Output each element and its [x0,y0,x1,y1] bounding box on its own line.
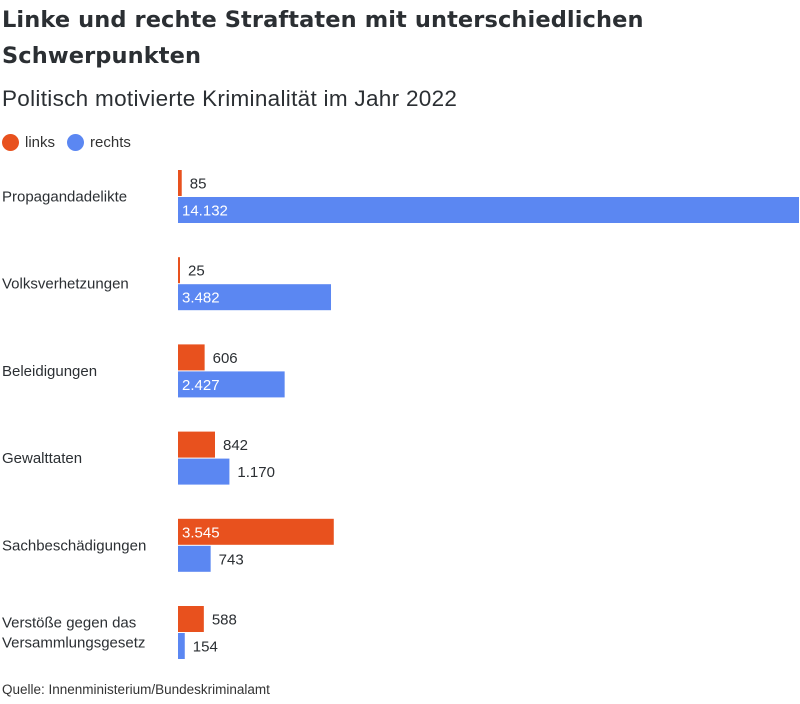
data-label-rechts: 154 [193,639,218,656]
category-label: Beleidigungen [2,363,97,380]
chart-subtitle: Politisch motivierte Kriminalität im Jah… [2,86,458,111]
bar-rechts [178,371,285,398]
legend: links rechts [2,132,143,152]
data-label-links: 588 [212,612,237,629]
category-label: Volksverhetzungen [2,276,129,293]
data-label-links: 85 [190,176,207,193]
legend-swatch-links [2,133,19,151]
data-label-rechts: 2.427 [182,377,220,394]
bar-rechts [178,545,211,572]
legend-swatch-rechts [67,133,85,151]
bar-links [178,606,204,632]
data-label-rechts: 743 [219,551,244,568]
bar-links [178,344,205,371]
legend-item-links: links [2,133,56,151]
bar-links [178,257,180,284]
category-label: Verstöße gegen das Versammlungsgesetz [2,615,145,652]
bar-rechts [178,284,332,311]
legend-label-rechts: rechts [90,133,131,151]
source-note: Quelle: Innenministerium/Bundeskriminala… [2,682,270,697]
data-label-rechts: 14.132 [182,203,228,220]
bar-rechts [178,458,230,485]
bar-links [178,431,215,458]
data-label-rechts: 1.170 [237,464,275,481]
data-label-links: 842 [223,437,248,454]
category-label: Sachbeschädigungen [2,537,146,554]
bar-links [178,170,182,196]
bar-rechts [178,197,799,223]
data-label-links: 606 [213,350,238,367]
data-label-links: 25 [188,263,205,280]
category-label: Gewalttaten [2,450,82,467]
category-label: Propagandadelikte [2,189,127,206]
legend-item-rechts: rechts [67,133,131,151]
chart-title: Linke und rechte Straftaten mit untersch… [2,7,644,69]
bar-links [178,518,334,545]
legend-label-links: links [25,133,56,151]
data-label-links: 3.545 [182,524,220,541]
data-label-rechts: 3.482 [182,290,220,307]
bar-rechts [178,633,185,659]
